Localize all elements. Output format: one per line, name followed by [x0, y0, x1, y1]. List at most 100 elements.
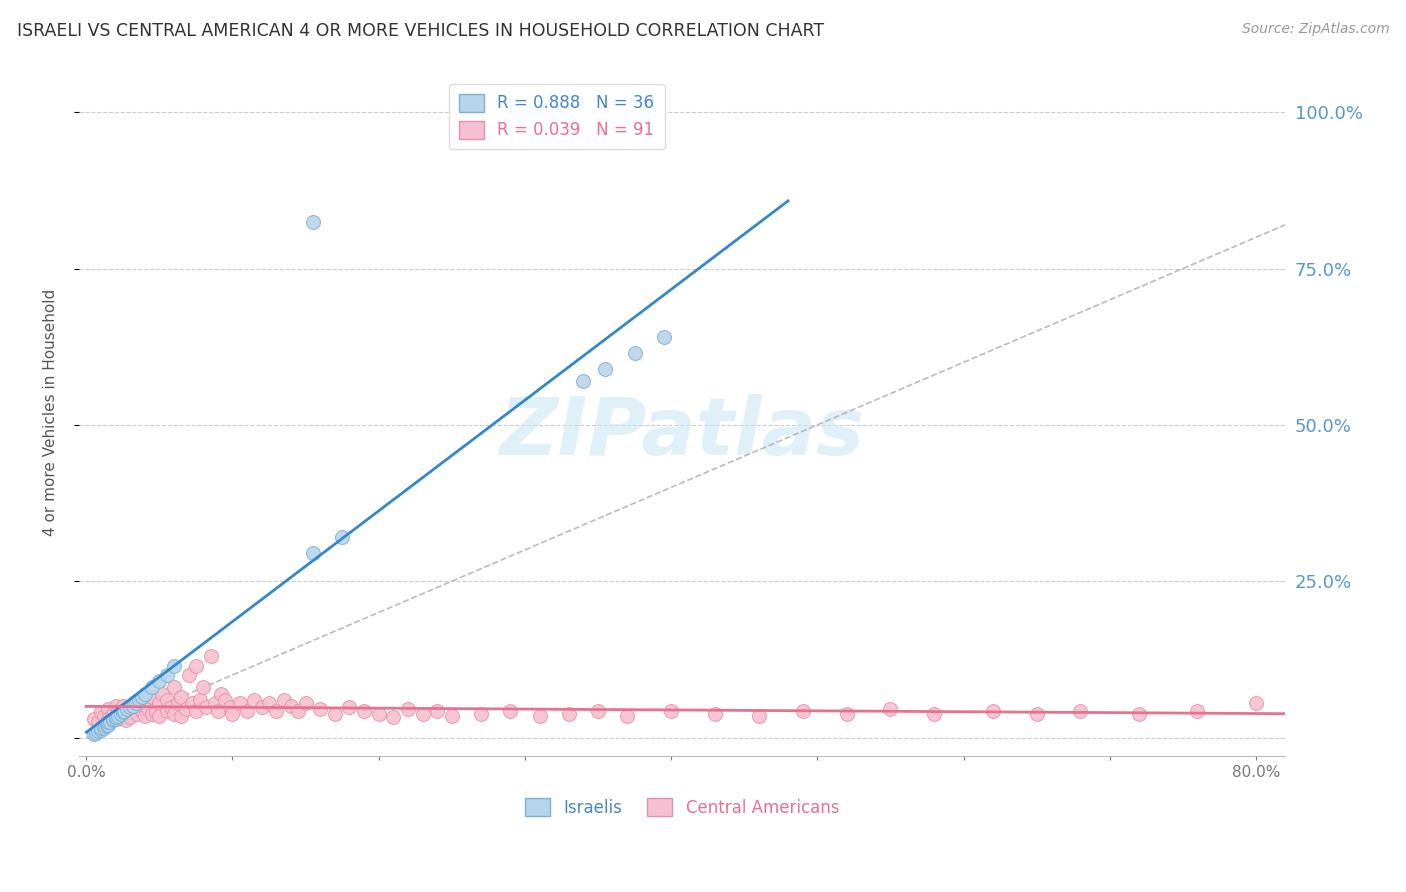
- Point: [93, 721, 115, 735]
- Point: [136, 702, 159, 716]
- Point: [981, 704, 1004, 718]
- Y-axis label: 4 or more Vehicles in Household: 4 or more Vehicles in Household: [44, 289, 58, 536]
- Point: [90, 723, 112, 737]
- Point: [111, 699, 134, 714]
- Point: [120, 710, 142, 724]
- Point: [131, 690, 153, 704]
- Point: [170, 690, 193, 704]
- Point: [572, 374, 595, 388]
- Point: [287, 704, 309, 718]
- Point: [111, 706, 134, 720]
- Point: [309, 702, 332, 716]
- Point: [125, 696, 148, 710]
- Point: [98, 714, 121, 729]
- Point: [145, 706, 167, 720]
- Point: [229, 696, 252, 710]
- Point: [122, 700, 145, 714]
- Point: [835, 706, 858, 721]
- Point: [101, 712, 124, 726]
- Point: [120, 700, 142, 714]
- Point: [167, 696, 190, 710]
- Text: ZIPatlas: ZIPatlas: [499, 394, 865, 472]
- Point: [339, 700, 361, 714]
- Point: [177, 668, 200, 682]
- Point: [499, 704, 522, 718]
- Point: [87, 724, 110, 739]
- Point: [529, 708, 551, 723]
- Point: [150, 687, 173, 701]
- Point: [1244, 696, 1267, 710]
- Point: [160, 700, 183, 714]
- Point: [200, 649, 222, 664]
- Point: [101, 713, 124, 727]
- Point: [1187, 704, 1209, 718]
- Point: [195, 700, 218, 714]
- Point: [97, 712, 120, 726]
- Point: [652, 330, 675, 344]
- Point: [659, 704, 682, 718]
- Point: [266, 704, 288, 718]
- Point: [367, 706, 389, 721]
- Point: [97, 718, 120, 732]
- Point: [184, 704, 207, 718]
- Point: [86, 725, 108, 739]
- Point: [188, 693, 211, 707]
- Point: [141, 690, 163, 704]
- Point: [396, 702, 419, 716]
- Point: [221, 706, 243, 721]
- Point: [440, 708, 463, 723]
- Point: [134, 693, 156, 707]
- Point: [131, 704, 153, 718]
- Point: [112, 704, 135, 718]
- Point: [879, 702, 901, 716]
- Point: [83, 727, 105, 741]
- Point: [616, 708, 638, 723]
- Point: [174, 702, 197, 716]
- Point: [294, 696, 316, 710]
- Point: [104, 699, 127, 714]
- Point: [97, 714, 120, 729]
- Point: [128, 693, 150, 707]
- Point: [704, 706, 727, 721]
- Point: [134, 687, 156, 701]
- Point: [214, 693, 236, 707]
- Point: [96, 718, 118, 732]
- Point: [122, 699, 145, 714]
- Point: [353, 704, 375, 718]
- Point: [330, 531, 353, 545]
- Point: [115, 702, 138, 716]
- Point: [163, 681, 186, 695]
- Point: [412, 706, 434, 721]
- Point: [558, 706, 581, 721]
- Point: [107, 704, 129, 718]
- Point: [250, 700, 273, 714]
- Point: [1069, 704, 1091, 718]
- Point: [922, 706, 945, 721]
- Legend: Israelis, Central Americans: Israelis, Central Americans: [519, 791, 846, 823]
- Point: [193, 681, 215, 695]
- Point: [87, 714, 110, 729]
- Point: [120, 706, 142, 720]
- Point: [170, 708, 193, 723]
- Point: [302, 215, 325, 229]
- Point: [209, 687, 232, 701]
- Point: [148, 708, 170, 723]
- Point: [184, 658, 207, 673]
- Point: [180, 696, 202, 710]
- Point: [236, 704, 259, 718]
- Point: [470, 706, 492, 721]
- Point: [141, 706, 163, 721]
- Point: [1128, 706, 1150, 721]
- Point: [115, 702, 138, 716]
- Point: [114, 713, 136, 727]
- Point: [104, 712, 127, 726]
- Point: [156, 668, 179, 682]
- Point: [302, 546, 325, 560]
- Point: [134, 708, 156, 723]
- Point: [792, 704, 814, 718]
- Point: [382, 710, 405, 724]
- Point: [90, 706, 112, 720]
- Point: [127, 696, 149, 710]
- Point: [280, 699, 302, 714]
- Point: [243, 693, 266, 707]
